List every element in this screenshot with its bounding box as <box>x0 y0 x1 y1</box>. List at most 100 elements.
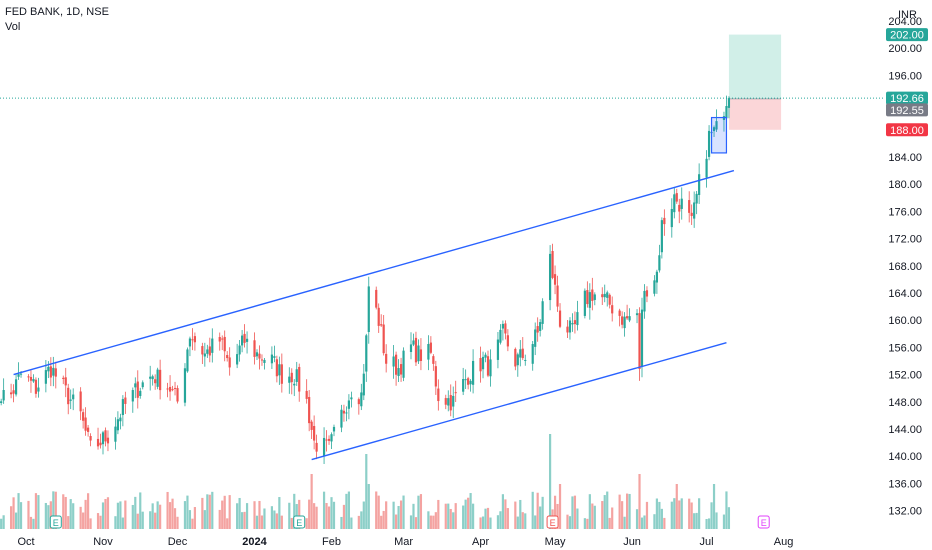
candle-body <box>176 388 179 402</box>
volume-bar <box>469 493 472 529</box>
candle-body <box>365 335 368 372</box>
candle-body <box>362 373 365 396</box>
volume-bar <box>298 499 301 529</box>
candle-body <box>688 200 691 213</box>
candle-body <box>556 285 559 307</box>
candle-body <box>558 310 562 327</box>
candle-body <box>236 354 239 365</box>
svg-text:192.66: 192.66 <box>890 93 924 105</box>
volume-bar <box>206 494 209 529</box>
volume-bar <box>553 495 557 529</box>
volume-bar <box>278 497 281 529</box>
candle-body <box>479 358 482 372</box>
channel-lower-trendline <box>311 341 727 461</box>
candle-body <box>106 437 110 444</box>
volume-bar <box>173 508 177 529</box>
candle-body <box>114 426 117 442</box>
candle-body <box>243 333 246 343</box>
time-tick-label: Jul <box>700 536 714 548</box>
volume-bar <box>313 503 316 529</box>
time-axis[interactable]: Oct Nov Dec 2024 Feb Mar Apr May Jun Jul Aug <box>17 536 793 548</box>
candle-body <box>226 354 229 359</box>
position-tool-layer[interactable] <box>0 34 884 130</box>
candle-body <box>506 335 509 347</box>
price-tick-label: 140.00 <box>888 451 922 463</box>
candle-body <box>325 439 328 441</box>
candle-body <box>601 294 604 298</box>
svg-text:188.00: 188.00 <box>890 125 924 137</box>
volume-bar <box>32 518 35 529</box>
candle-body <box>618 310 621 316</box>
volume-bar <box>705 518 708 529</box>
candle-body <box>131 390 134 402</box>
candle-body <box>69 399 72 401</box>
consolidation-box <box>710 116 728 154</box>
candle-body <box>37 387 40 392</box>
volume-bar <box>52 491 55 529</box>
candle-body <box>86 427 90 432</box>
candle-body <box>27 376 30 378</box>
price-badge-target: 202.00 <box>886 28 928 42</box>
volume-bar <box>623 516 626 529</box>
volume-bar <box>330 497 333 529</box>
currency-label[interactable]: INR <box>898 9 917 21</box>
volume-bar <box>710 502 713 529</box>
candle-body <box>531 344 534 364</box>
candle-body <box>347 400 351 409</box>
volume-bar <box>360 511 363 529</box>
volume-bar <box>394 514 398 529</box>
volume-bar <box>467 497 470 529</box>
volume-bar <box>17 493 20 529</box>
volume-bar <box>340 516 343 529</box>
volume-bar <box>29 516 33 529</box>
volume-bar <box>89 518 92 529</box>
price-axis[interactable]: 204.00200.00196.00192.00188.00184.00180.… <box>885 0 932 550</box>
candle-body <box>124 397 127 404</box>
candle-body <box>19 373 23 375</box>
volume-bar <box>638 474 641 529</box>
candle-body <box>501 323 505 329</box>
candle-body <box>375 289 378 308</box>
candle-body <box>394 354 398 375</box>
candle-body <box>223 336 226 352</box>
candle-body <box>228 357 231 368</box>
volume-bar <box>506 508 509 529</box>
candle-body <box>154 379 157 384</box>
price-tick-label: 180.00 <box>888 179 922 191</box>
volume-bar <box>484 508 487 529</box>
volume-bar <box>84 499 87 529</box>
candle-body <box>462 379 465 392</box>
volume-bar <box>725 491 728 529</box>
volume-indicator-label[interactable]: Vol <box>5 21 21 33</box>
price-tick-label: 168.00 <box>888 261 922 273</box>
candle-body <box>489 359 492 377</box>
volume-bar <box>12 497 15 529</box>
volume-bar <box>208 494 211 529</box>
candle-body <box>206 349 209 354</box>
drawing-layer[interactable] <box>13 116 735 461</box>
volume-bar <box>539 506 542 529</box>
volume-bar <box>47 505 50 529</box>
volume-bar <box>531 491 534 529</box>
volume-bar <box>136 513 139 529</box>
volume-bar <box>159 504 162 529</box>
candle-body <box>139 390 142 397</box>
volume-bar <box>211 491 214 529</box>
volume-bar <box>715 512 718 529</box>
volume-bar <box>315 506 318 529</box>
volume-bar <box>566 514 569 529</box>
candle-body <box>693 202 696 219</box>
candle-body <box>658 255 661 271</box>
volume-bar <box>643 515 646 529</box>
symbol-title[interactable]: FED BANK, 1D, NSE <box>5 6 109 18</box>
volume-bar <box>240 512 244 529</box>
candle-body <box>186 349 189 372</box>
candle-body <box>295 369 298 382</box>
volume-bar <box>695 512 698 529</box>
candle-body <box>96 438 100 447</box>
volume-bar <box>501 494 505 529</box>
volume-layer <box>0 434 731 529</box>
candle-body <box>571 323 574 325</box>
